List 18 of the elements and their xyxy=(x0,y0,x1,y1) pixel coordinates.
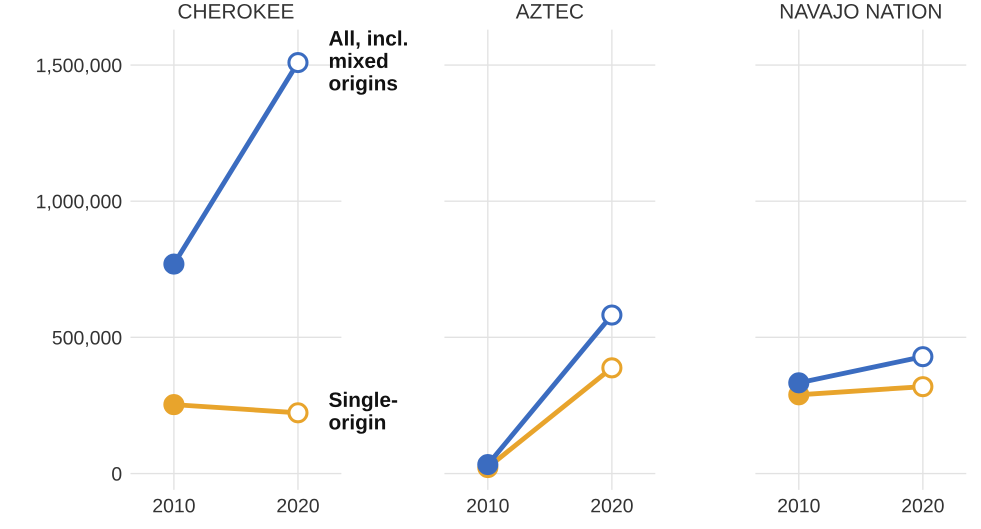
x-tick-label: 2010 xyxy=(467,498,509,512)
x-tick-label: 2010 xyxy=(778,498,820,512)
x-tick-label: 2020 xyxy=(902,498,944,512)
point xyxy=(788,372,810,394)
x-tick-label: 2010 xyxy=(153,498,195,512)
y-tick-label: 500,000 xyxy=(52,330,122,347)
y-tick-label: 0 xyxy=(112,466,122,481)
x-tick-label: 2020 xyxy=(591,498,633,512)
x-tick-label: 2020 xyxy=(277,498,319,512)
y-tick-label: 1,500,000 xyxy=(37,58,122,75)
chart-title: NAVAJO NATION xyxy=(780,4,941,19)
point xyxy=(163,254,184,275)
chart-title: AZTEC xyxy=(516,4,584,19)
y-tick-label: 1,000,000 xyxy=(37,194,122,211)
chart-title: CHEROKEE xyxy=(178,4,294,19)
series-label: All, incl. mixed origins xyxy=(329,30,407,95)
series-label: Single-origin xyxy=(329,392,398,434)
point xyxy=(163,394,184,416)
